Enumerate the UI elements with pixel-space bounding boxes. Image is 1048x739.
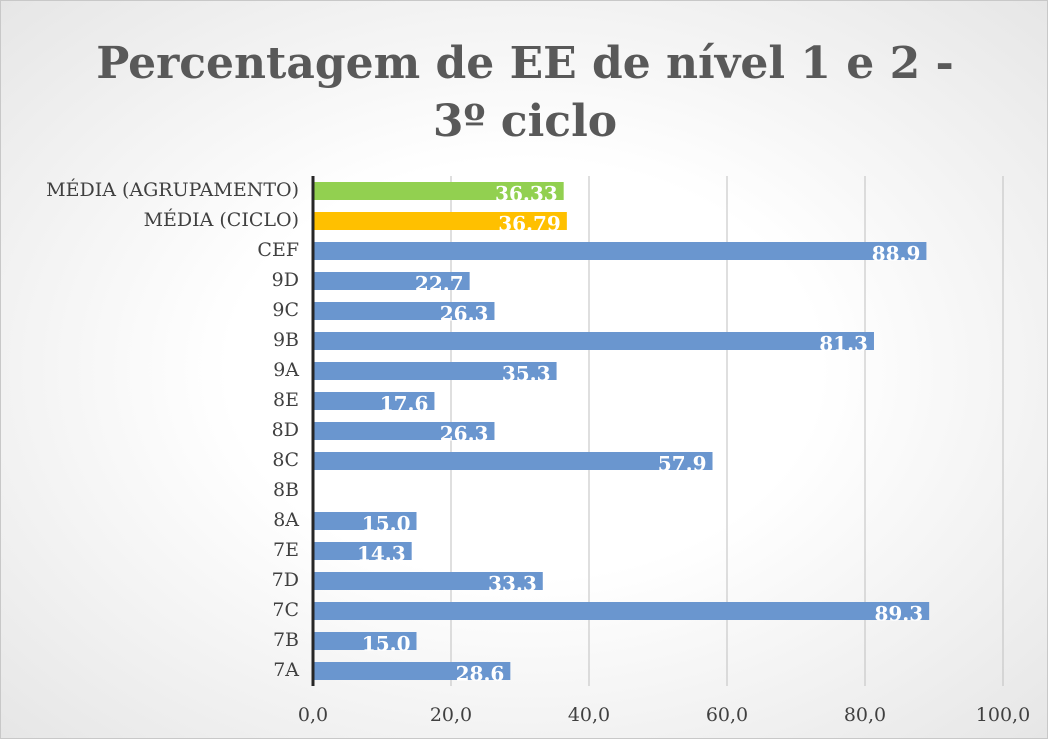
y-tick-label: MÉDIA (CICLO) (144, 208, 299, 231)
bar (313, 392, 435, 410)
x-tick-label: 0,0 (298, 704, 328, 726)
y-tick-label: MÉDIA (AGRUPAMENTO) (46, 178, 299, 201)
bar (313, 452, 713, 470)
y-tick-label: 8E (273, 389, 299, 411)
value-label: 26.3 (440, 302, 489, 326)
value-label: 28.6 (456, 662, 505, 686)
bar (313, 542, 412, 560)
value-label: 88.9 (872, 242, 921, 266)
bar (313, 182, 564, 200)
value-label: 35.3 (502, 362, 551, 386)
bar (313, 272, 470, 290)
value-label: 22.7 (415, 272, 464, 296)
x-tick-label: 40,0 (568, 704, 610, 726)
y-tick-label: CEF (257, 239, 299, 261)
y-tick-label: 9C (272, 299, 299, 321)
bar (313, 632, 417, 650)
y-tick-label: 8A (273, 509, 299, 531)
bar (313, 212, 567, 230)
x-tick-label: 60,0 (706, 704, 748, 726)
value-label: 26.3 (440, 422, 489, 446)
bar (313, 602, 930, 620)
y-tick-label: 9D (272, 269, 299, 291)
value-label: 15.0 (362, 632, 411, 656)
value-label: 17.6 (380, 392, 429, 416)
bar (313, 572, 543, 590)
bar (313, 422, 495, 440)
value-label: 15.0 (362, 512, 411, 536)
y-tick-label: 7E (273, 539, 299, 561)
y-tick-label: 7B (273, 629, 299, 651)
y-tick-label: 8B (273, 479, 299, 501)
bar (313, 512, 417, 530)
value-label: 33.3 (488, 572, 537, 596)
value-label: 36.79 (498, 212, 561, 236)
bar (313, 302, 495, 320)
chart-title: Percentagem de EE de nível 1 e 2 - 3º ci… (96, 38, 954, 147)
value-label: 57.9 (658, 452, 707, 476)
bar (313, 242, 927, 260)
bar (313, 662, 511, 680)
value-label: 81.3 (819, 332, 868, 356)
bar (313, 362, 557, 380)
value-label: 14.3 (357, 542, 406, 566)
value-label: 36.33 (495, 182, 558, 206)
bar (313, 332, 874, 350)
y-tick-label: 9B (273, 329, 299, 351)
y-tick-label: 7A (273, 659, 299, 681)
y-tick-label: 7C (272, 599, 299, 621)
x-tick-label: 100,0 (976, 704, 1030, 726)
x-tick-label: 20,0 (430, 704, 472, 726)
y-tick-label: 7D (272, 569, 299, 591)
x-tick-label: 80,0 (844, 704, 886, 726)
y-tick-label: 9A (273, 359, 299, 381)
y-tick-label: 8D (272, 419, 299, 441)
value-label: 89.3 (874, 602, 923, 626)
y-tick-label: 8C (272, 449, 299, 471)
